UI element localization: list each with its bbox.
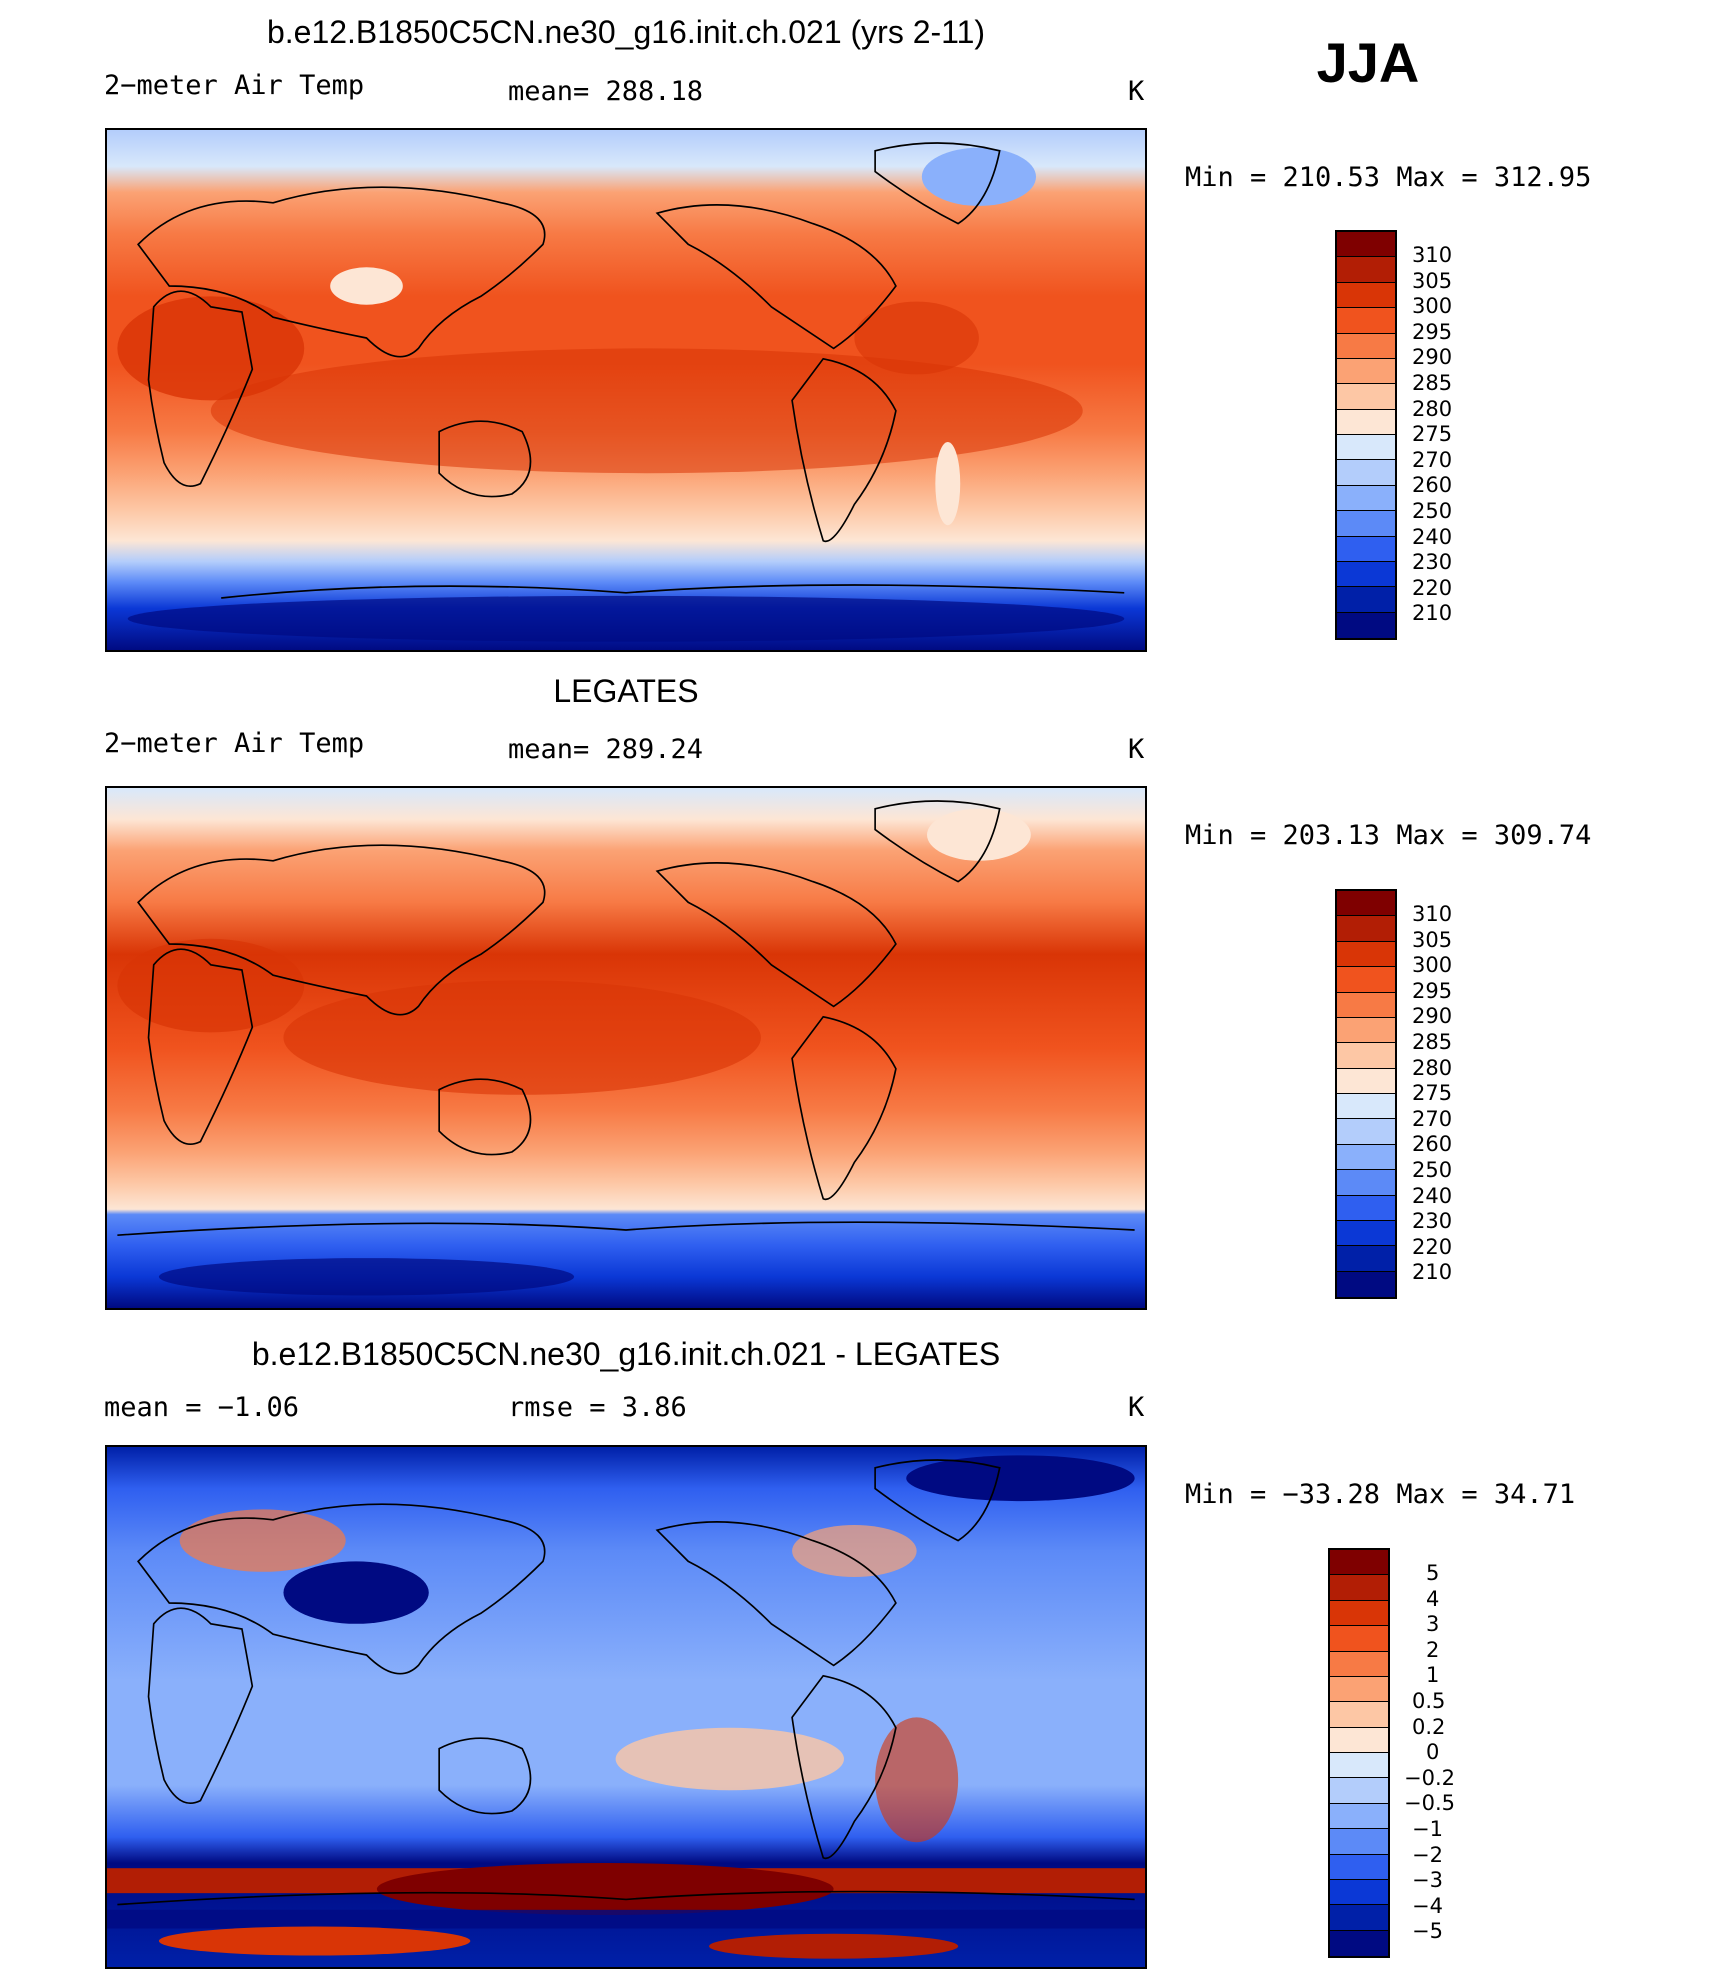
colorbar-label: 210 bbox=[1412, 601, 1453, 625]
panel-title: LEGATES bbox=[553, 673, 699, 709]
colorbar-label: 295 bbox=[1412, 320, 1453, 344]
colorbar-label: 300 bbox=[1412, 953, 1453, 977]
mean-label: mean= 289.24 bbox=[508, 734, 704, 765]
colorbar-label: 285 bbox=[1412, 1030, 1453, 1054]
map-obs bbox=[105, 786, 1147, 1310]
colorbar-label: 5 bbox=[1426, 1561, 1440, 1585]
colorbar-label: 280 bbox=[1412, 397, 1453, 421]
colorbar-label: 285 bbox=[1412, 371, 1453, 395]
difference-map bbox=[107, 1447, 1145, 1967]
colorbar-model bbox=[1335, 230, 1397, 640]
colorbar-label: 240 bbox=[1412, 525, 1453, 549]
colorbar-diff bbox=[1328, 1548, 1390, 1958]
mean-label: mean = −1.06 bbox=[104, 1392, 300, 1423]
colorbar-label: 310 bbox=[1412, 902, 1453, 926]
mean-label: mean= 288.18 bbox=[508, 76, 704, 107]
colorbar-label: 275 bbox=[1412, 422, 1453, 446]
colorbar-label: 240 bbox=[1412, 1184, 1453, 1208]
colorbar-label: 280 bbox=[1412, 1056, 1453, 1080]
colorbar-label: −2 bbox=[1412, 1843, 1443, 1867]
colorbar-label: 290 bbox=[1412, 1004, 1453, 1028]
colorbar-label: 4 bbox=[1426, 1587, 1440, 1611]
panel-title: b.e12.B1850C5CN.ne30_g16.init.ch.021 - L… bbox=[251, 1336, 1001, 1372]
minmax-label: Min = −33.28 Max = 34.71 bbox=[1185, 1479, 1576, 1510]
variable-label: 2−meter Air Temp bbox=[104, 728, 365, 759]
colorbar-label: −0.2 bbox=[1404, 1766, 1455, 1790]
colorbar-label: 305 bbox=[1412, 269, 1453, 293]
colorbar-label: 0 bbox=[1426, 1740, 1440, 1764]
colorbar-label: 230 bbox=[1412, 1209, 1453, 1233]
panel-title: b.e12.B1850C5CN.ne30_g16.init.ch.021 (yr… bbox=[266, 14, 986, 50]
units-label: K bbox=[1128, 1392, 1145, 1423]
colorbar-label: 230 bbox=[1412, 550, 1453, 574]
colorbar-label: 220 bbox=[1412, 576, 1453, 600]
units-label: K bbox=[1128, 734, 1145, 765]
colorbar-label: −3 bbox=[1412, 1868, 1443, 1892]
colorbar-label: 295 bbox=[1412, 979, 1453, 1003]
colorbar-label: −0.5 bbox=[1404, 1791, 1455, 1815]
colorbar-label: 270 bbox=[1412, 1107, 1453, 1131]
colorbar-label: 0.2 bbox=[1412, 1715, 1446, 1739]
colorbar-label: 310 bbox=[1412, 243, 1453, 267]
colorbar-label: −1 bbox=[1412, 1817, 1443, 1841]
colorbar-label: −4 bbox=[1412, 1894, 1443, 1918]
colorbar-label: 260 bbox=[1412, 473, 1453, 497]
colorbar-label: 275 bbox=[1412, 1081, 1453, 1105]
colorbar-label: 260 bbox=[1412, 1132, 1453, 1156]
map-model bbox=[105, 128, 1147, 652]
colorbar-label: 3 bbox=[1426, 1612, 1440, 1636]
colorbar-label: 250 bbox=[1412, 1158, 1453, 1182]
season-label: JJA bbox=[1316, 31, 1420, 94]
colorbar-label: 300 bbox=[1412, 294, 1453, 318]
colorbar-label: 220 bbox=[1412, 1235, 1453, 1259]
colorbar-label: 250 bbox=[1412, 499, 1453, 523]
colorbar-label: 210 bbox=[1412, 1260, 1453, 1284]
colorbar-obs bbox=[1335, 889, 1397, 1299]
colorbar-label: 1 bbox=[1426, 1663, 1440, 1687]
colorbar-label: 270 bbox=[1412, 448, 1453, 472]
colorbar-label: 290 bbox=[1412, 345, 1453, 369]
variable-label: 2−meter Air Temp bbox=[104, 70, 365, 101]
colorbar-label: 305 bbox=[1412, 928, 1453, 952]
colorbar-label: 0.5 bbox=[1412, 1689, 1446, 1713]
temperature-map bbox=[107, 130, 1145, 650]
units-label: K bbox=[1128, 76, 1145, 107]
colorbar-label: 2 bbox=[1426, 1638, 1440, 1662]
map-diff bbox=[105, 1445, 1147, 1969]
minmax-label: Min = 210.53 Max = 312.95 bbox=[1185, 162, 1592, 193]
minmax-label: Min = 203.13 Max = 309.74 bbox=[1185, 820, 1592, 851]
colorbar-label: −5 bbox=[1412, 1919, 1443, 1943]
rmse-label: rmse = 3.86 bbox=[508, 1392, 687, 1423]
temperature-map bbox=[107, 788, 1145, 1308]
